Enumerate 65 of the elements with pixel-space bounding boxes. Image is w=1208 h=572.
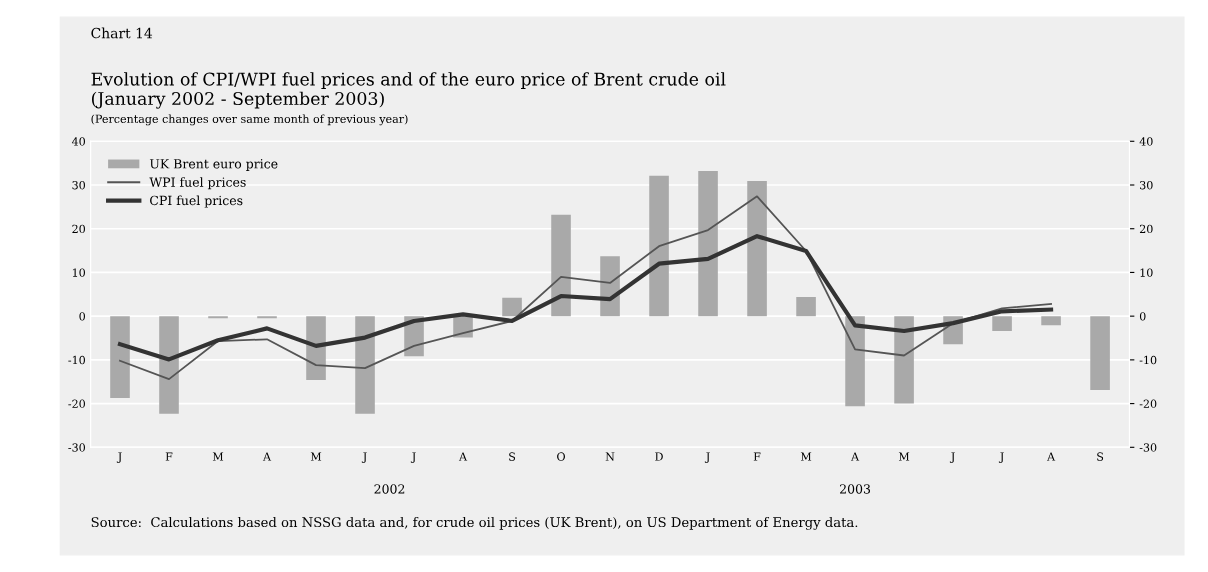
bar: [159, 316, 179, 414]
bar: [1041, 316, 1061, 326]
y-tick-label: -30: [68, 443, 85, 452]
y2-tick-label: -10: [1139, 355, 1157, 365]
bar: [355, 316, 375, 414]
bar: [110, 316, 130, 398]
bar: [796, 296, 816, 317]
bar: [208, 316, 228, 319]
x-tick-label: J: [410, 452, 416, 463]
bar: [649, 175, 669, 317]
bar: [698, 171, 718, 317]
y-tick-label: 0: [79, 312, 85, 321]
bar: [1090, 316, 1110, 391]
x-tick-label: D: [655, 452, 663, 461]
y2-tick-label: 0: [1139, 312, 1146, 321]
y-tick-label: 30: [72, 180, 85, 190]
x-tick-label: A: [850, 452, 860, 461]
legend-label: WPI fuel prices: [149, 177, 246, 190]
bar: [747, 181, 767, 317]
x-tick-label: M: [212, 452, 224, 461]
x-tick-label: J: [116, 452, 122, 463]
line-series: [119, 195, 1052, 381]
x-tick-label: A: [458, 452, 468, 461]
bar: [992, 316, 1012, 332]
x-tick-label: A: [262, 452, 272, 461]
bar: [502, 297, 522, 317]
x-tick-label: J: [704, 452, 710, 463]
y2-tick-label: 20: [1139, 224, 1153, 234]
bar: [257, 316, 277, 319]
line-series: [117, 234, 1054, 362]
x-tick-label: S: [1097, 452, 1104, 461]
y-tick-label: 40: [71, 137, 85, 146]
source-note: Source: Calculations based on NSSG data and, for crude oil prices (UK Brent), on US Department of Energy data.: [91, 516, 858, 530]
y2-tick-label: 40: [1139, 137, 1153, 146]
bar: [845, 316, 865, 407]
y-tick-label: 10: [72, 268, 85, 277]
caption: Chart 14: [91, 27, 153, 39]
y-tick-label: 20: [72, 224, 85, 234]
text: 2002: [374, 484, 405, 494]
x-tick-label: M: [898, 452, 910, 461]
y-tick-label: -20: [68, 399, 85, 408]
y2-tick-label: -20: [1139, 399, 1157, 408]
x-tick-label: M: [800, 452, 812, 461]
text: 2003: [840, 484, 871, 494]
x-tick-label: M: [310, 452, 322, 461]
x-tick-label: F: [165, 452, 173, 461]
chart-title: Evolution of CPI/WPI fuel prices and of the euro price of Brent crude oil (January 2002 - September 2003): [91, 72, 726, 109]
y2-tick-label: 10: [1140, 268, 1153, 277]
legend-label: UK Brent euro price: [149, 159, 278, 171]
x-tick-label: J: [998, 452, 1004, 463]
x-tick-label: S: [509, 452, 516, 461]
x-tick-label: J: [949, 452, 955, 463]
bar: [894, 316, 914, 404]
x-tick-label: J: [361, 452, 367, 463]
x-tick-label: A: [1047, 452, 1056, 461]
y-tick-label: -10: [68, 355, 85, 365]
x-tick-label: F: [753, 452, 761, 461]
bar: [306, 316, 326, 380]
x-tick-label: O: [557, 452, 565, 461]
y2-tick-label: 30: [1140, 180, 1153, 190]
y2-tick-label: -30: [1139, 443, 1157, 452]
bar: [551, 214, 571, 317]
x-tick-label: N: [605, 452, 615, 461]
legend-label: CPI fuel prices: [150, 195, 243, 208]
chart-subtitle: (Percentage changes over same month of previous year): [91, 114, 408, 126]
